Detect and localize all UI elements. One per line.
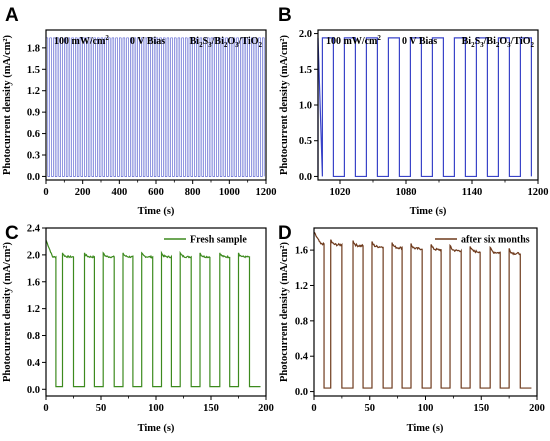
y-tick-label: 1.2 [27,86,40,97]
x-tick-label: 1140 [462,187,482,198]
y-tick-label: 0.5 [299,136,312,147]
panel-d: D 0 50 100 150 200 0.0 0.4 0.8 1.2 1.6 Time (s) Phot… [278,223,545,434]
x-tick-label: 1080 [396,187,417,198]
y-tick-label: 1.6 [295,246,308,257]
y-tick-label: 0.8 [27,331,40,342]
y-axis-title: Photocurrent density (mA/cm²) [279,34,290,175]
series-line [317,37,532,178]
x-axis-title: Time (s) [410,206,447,217]
y-tick-label: 1.0 [299,101,312,112]
y-tick-label: 1.5 [27,65,40,76]
y-axis-title: Photocurrent density (mA/cm²) [2,241,13,382]
panel-c: C 0 50 100 150 200 0.0 0.4 0.8 1.2 1.6 2.0 2.4 Time (… [2,223,274,434]
x-tick-label: 200 [75,187,91,198]
series-line [313,231,532,389]
plot-frame [313,227,538,397]
x-tick-label: 1200 [256,187,277,198]
plot-frame [45,227,267,397]
panel-letter: C [5,223,19,244]
x-tick-label: 200 [258,403,274,414]
x-tick-label: 1000 [219,187,240,198]
y-tick-label: 0.9 [27,108,40,119]
x-axis-title: Time (s) [138,423,175,434]
y-tick-label: 2.4 [27,224,41,235]
x-tick-label: 400 [111,187,127,198]
x-tick-label: 800 [185,187,201,198]
panel-letter: D [278,223,292,244]
x-tick-label: 1020 [330,187,351,198]
light-intensity-label: 100 mW/cm2 [326,34,381,47]
y-axis-title: Photocurrent density (mA/cm²) [279,241,290,382]
x-tick-label: 100 [418,403,434,414]
x-axis-title: Time (s) [407,423,444,434]
panel-letter: A [5,5,19,26]
series-line [45,239,261,388]
x-tick-label: 50 [96,403,107,414]
x-tick-label: 50 [365,403,376,414]
y-tick-label: 1.6 [27,277,40,288]
x-tick-label: 0 [43,403,48,414]
x-tick-label: 150 [473,403,489,414]
x-tick-label: 600 [148,187,164,198]
panel-letter: B [278,5,292,26]
y-tick-label: 0.0 [299,172,312,183]
x-axis-title: Time (s) [138,206,175,217]
panel-b: B 1020 1080 1140 1200 0.0 0.5 1.0 1.5 2.0 Time (s)… [278,5,549,217]
x-tick-label: 1200 [528,187,549,198]
y-tick-label: 2.0 [299,29,312,40]
y-tick-label: 0.8 [295,316,308,327]
x-tick-label: 150 [203,403,219,414]
y-tick-label: 0.0 [295,387,308,398]
series-line [45,37,265,177]
y-tick-label: 1.2 [27,304,40,315]
y-tick-label: 0.0 [27,172,40,183]
y-tick-label: 0.6 [27,129,40,140]
y-tick-label: 0.4 [295,352,309,363]
y-tick-label: 2.0 [27,250,40,261]
y-tick-label: 0.0 [27,385,40,396]
bias-label: 0 V Bias [130,36,165,47]
x-tick-label: 0 [43,187,48,198]
panel-a: A 0 200 400 600 800 1000 1200 0.0 0.3 0.6 0.9 1.2 1.5… [2,5,277,217]
x-tick-label: 200 [529,403,545,414]
bias-label: 0 V Bias [402,36,437,47]
sample-label: Bi2S3/Bi2O3/TiO2 [462,36,535,49]
y-tick-label: 1.8 [27,43,40,54]
y-tick-label: 0.4 [27,358,41,369]
light-intensity-label: 100 mW/cm2 [54,34,109,47]
legend-label: Fresh sample [190,235,247,246]
y-tick-label: 1.5 [299,65,312,76]
y-tick-label: 0.3 [27,151,40,162]
x-tick-label: 0 [311,403,316,414]
plot-frame [317,29,539,181]
legend-label: after six months [461,235,530,246]
y-tick-label: 1.2 [295,281,308,292]
y-axis-title: Photocurrent density (mA/cm²) [2,34,13,175]
x-tick-label: 100 [148,403,164,414]
sample-label: Bi2S3/Bi2O3/TiO2 [190,36,263,49]
